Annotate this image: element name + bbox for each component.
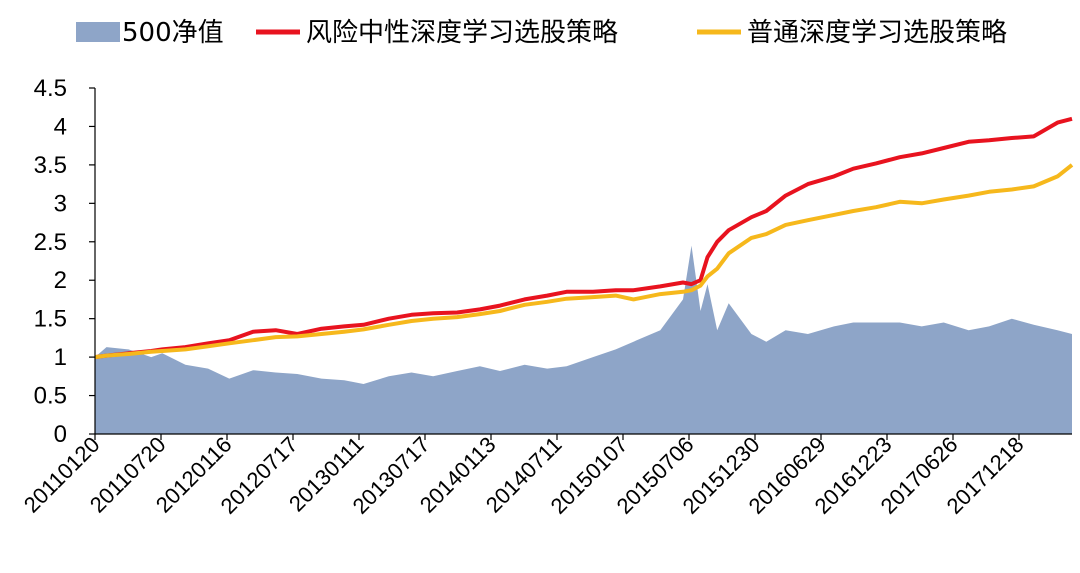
legend-label-ordinary: 普通深度学习选股策略 (747, 18, 1007, 48)
series-1-line (94, 116, 1073, 360)
y-tick-label: 3 (54, 190, 67, 217)
legend-swatch-csi500 (76, 22, 120, 42)
legend-label-csi500: 500净值 (122, 18, 224, 48)
y-tick-label: 4.5 (34, 75, 67, 102)
series-0-area (95, 245, 1072, 434)
y-tick-label: 0 (54, 421, 67, 448)
y-tick-label: 2.5 (34, 229, 67, 256)
plot-area (94, 116, 1074, 434)
y-tick-label: 4 (54, 113, 67, 140)
y-tick-label: 2 (54, 267, 67, 294)
y-tick-label: 0.5 (34, 383, 67, 410)
series-2-line (94, 163, 1074, 360)
y-tick-label: 3.5 (34, 152, 67, 179)
y-tick-label: 1.5 (34, 306, 67, 333)
legend-label-risk-neutral: 风险中性深度学习选股策略 (306, 18, 618, 48)
legend: 500净值 风险中性深度学习选股策略 普通深度学习选股策略 (76, 18, 1007, 48)
y-tick-label: 1 (54, 344, 67, 371)
